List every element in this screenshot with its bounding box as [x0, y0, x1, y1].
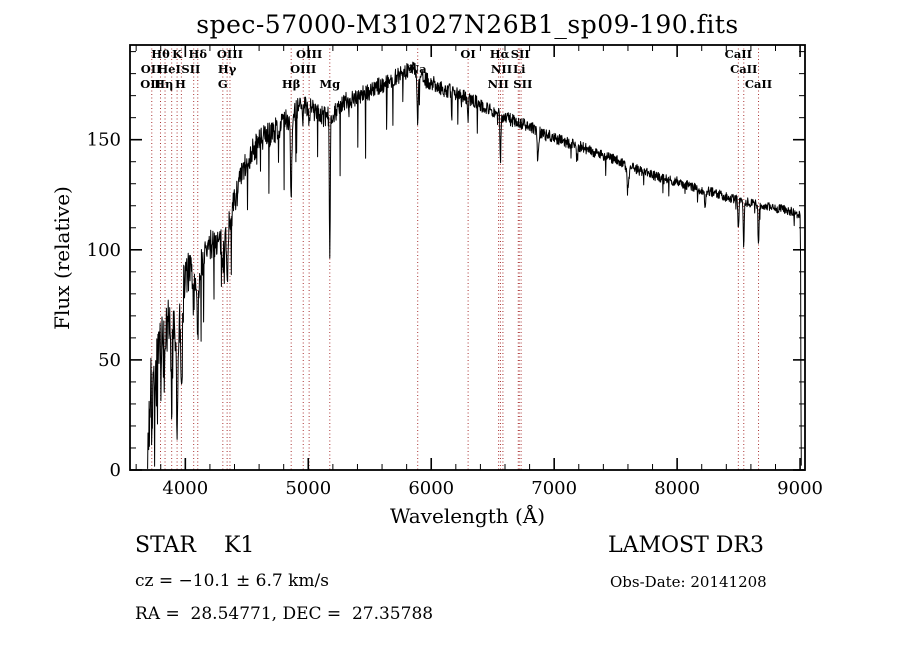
svg-text:6000: 6000 — [408, 478, 454, 499]
line-markers — [151, 45, 760, 470]
svg-text:5000: 5000 — [285, 478, 331, 499]
svg-text:Hδ: Hδ — [188, 47, 207, 61]
survey-label: LAMOST DR3 — [608, 533, 764, 558]
svg-text:Hγ: Hγ — [218, 62, 237, 76]
svg-text:Hη: Hη — [154, 77, 173, 91]
svg-text:CaII: CaII — [745, 77, 772, 91]
svg-text:SII: SII — [511, 47, 530, 61]
svg-text:Mg: Mg — [319, 77, 340, 91]
svg-text:Hα: Hα — [490, 47, 510, 61]
obs-date-value: Obs-Date: 20141208 — [610, 573, 767, 591]
svg-text:HeI: HeI — [157, 62, 181, 76]
object-class-label: STAR K1 — [135, 533, 255, 558]
svg-text:Na: Na — [409, 62, 428, 76]
svg-text:NII: NII — [488, 77, 509, 91]
svg-text:50: 50 — [98, 350, 121, 371]
svg-text:SII: SII — [513, 77, 532, 91]
y-axis-label: Flux (relative) — [50, 186, 74, 330]
svg-text:CaII: CaII — [730, 62, 757, 76]
svg-text:OIII: OIII — [290, 62, 316, 76]
svg-text:4000: 4000 — [162, 478, 208, 499]
svg-text:OI: OI — [460, 47, 475, 61]
svg-text:K: K — [172, 47, 183, 61]
x-axis-ticks — [130, 45, 805, 471]
svg-text:150: 150 — [87, 130, 121, 151]
svg-text:Li: Li — [513, 62, 526, 76]
svg-text:0: 0 — [110, 460, 121, 481]
tick-labels: 4000 5000 6000 7000 8000 9000 0 50 100 150 — [87, 130, 823, 499]
svg-text:100: 100 — [87, 240, 121, 261]
svg-text:8000: 8000 — [654, 478, 700, 499]
svg-text:G: G — [218, 77, 228, 91]
svg-text:Hθ: Hθ — [151, 47, 170, 61]
axes — [129, 44, 806, 471]
svg-text:9000: 9000 — [777, 478, 823, 499]
coordinates-value: RA = 28.54771, DEC = 27.35788 — [135, 604, 434, 624]
svg-text:CaII: CaII — [725, 47, 752, 61]
svg-text:OII: OII — [140, 77, 161, 91]
svg-text:OIII: OIII — [296, 47, 322, 61]
svg-text:Hβ: Hβ — [282, 77, 301, 91]
svg-text:OIII: OIII — [217, 47, 243, 61]
spectrum-line — [147, 61, 802, 469]
plot-title: spec-57000-M31027N26B1_sp09-190.fits — [196, 10, 739, 39]
svg-text:SII: SII — [181, 62, 200, 76]
svg-text:7000: 7000 — [531, 478, 577, 499]
redshift-value: cz = −10.1 ± 6.7 km/s — [135, 571, 329, 591]
svg-text:OII: OII — [141, 62, 162, 76]
svg-text:NII: NII — [491, 62, 512, 76]
svg-text:H: H — [175, 77, 186, 91]
x-axis-label: Wavelength (Å) — [389, 504, 546, 528]
